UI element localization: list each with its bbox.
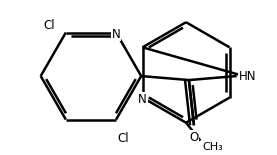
Text: N: N xyxy=(138,93,147,106)
Text: Cl: Cl xyxy=(118,132,129,145)
Text: Cl: Cl xyxy=(43,19,55,32)
Text: HN: HN xyxy=(238,70,256,83)
Text: CH₃: CH₃ xyxy=(202,142,223,152)
Text: N: N xyxy=(112,28,120,41)
Text: O: O xyxy=(189,131,199,144)
